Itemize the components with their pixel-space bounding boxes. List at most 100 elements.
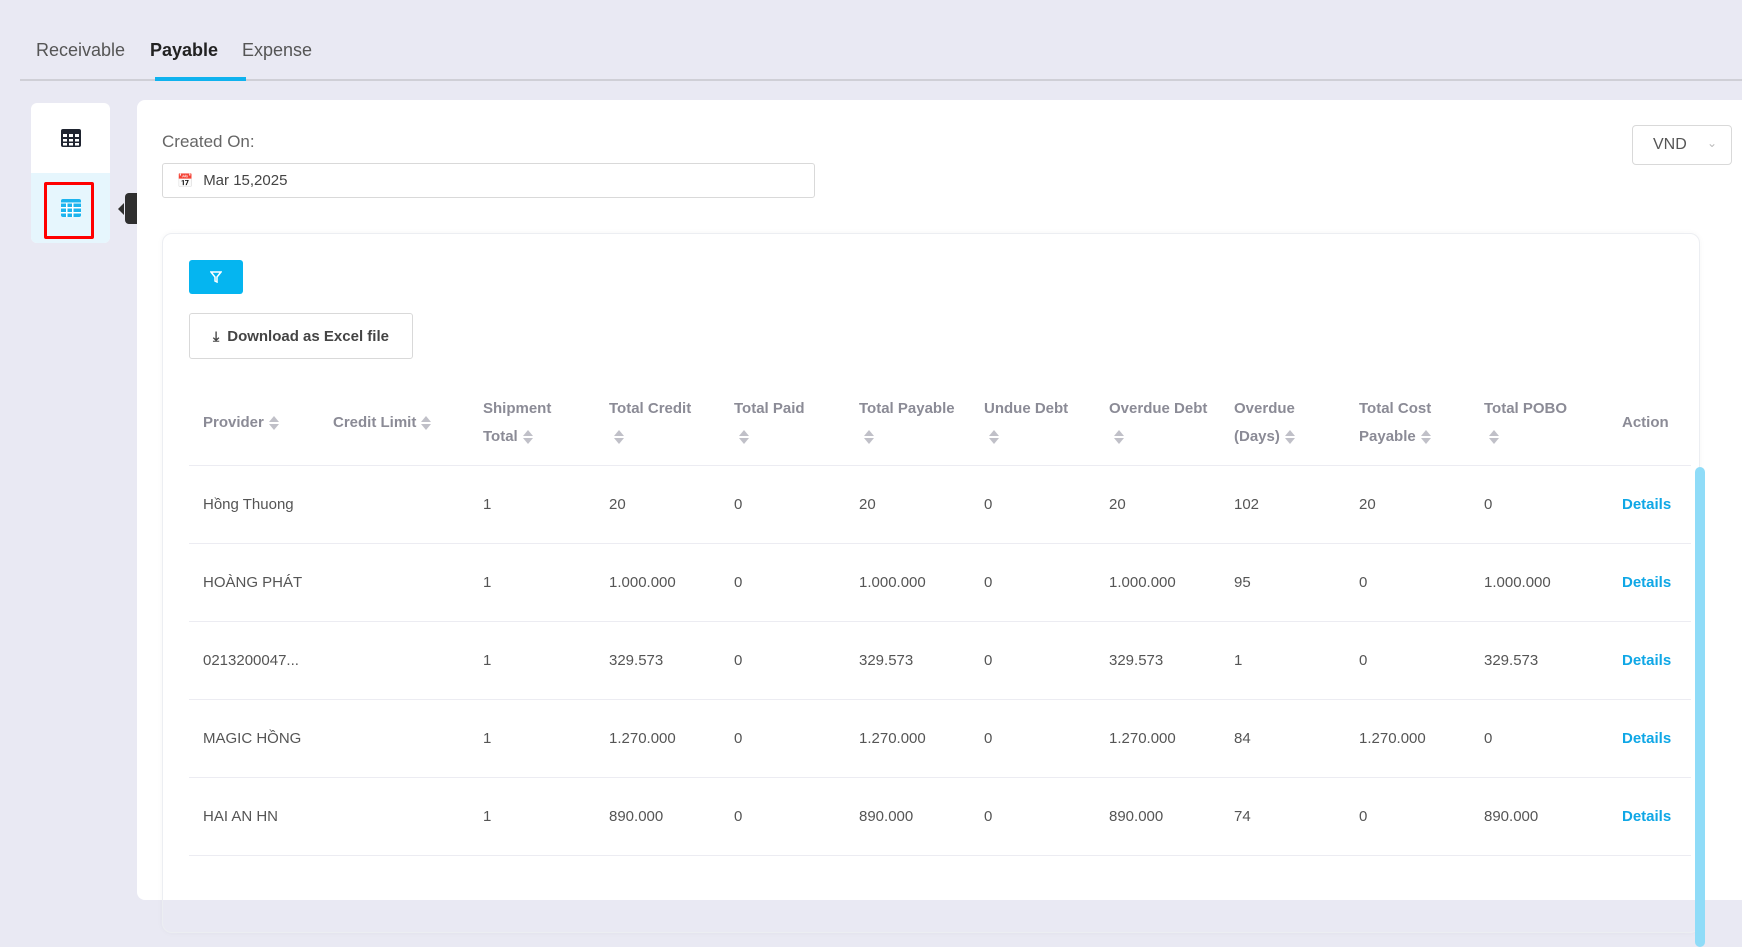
tab-payable[interactable]: Payable [150, 40, 219, 60]
table-cell: 1.000.000 [845, 543, 970, 622]
column-header[interactable]: Shipment Total [469, 381, 595, 466]
tab-receivable[interactable]: Receivable [36, 40, 126, 60]
table-cell: 0 [1470, 465, 1608, 544]
column-header-label: Total POBO [1484, 399, 1568, 417]
column-header[interactable]: Total Cost Payable [1345, 381, 1470, 466]
details-link[interactable]: Details [1608, 543, 1691, 622]
column-header[interactable]: Undue Debt [970, 381, 1095, 466]
table-row: HOÀNG PHÁT 1 1.000.000 0 1.000.000 0 1.000.000… [189, 543, 1691, 622]
tab-expense[interactable]: Expense [242, 40, 313, 60]
column-header-label: Total Paid [734, 399, 805, 417]
column-header[interactable]: Total Payable [845, 381, 970, 466]
table-cell: 0 [720, 699, 845, 778]
sort-icon[interactable] [864, 429, 874, 444]
column-header[interactable]: Total Paid [720, 381, 845, 466]
sort-icon[interactable] [522, 429, 533, 444]
details-link[interactable]: Details [1608, 699, 1691, 778]
table-cell: 890.000 [845, 777, 970, 856]
table-cell: 0213200047... [189, 621, 319, 700]
date-value: Mar 15,2025 [203, 172, 288, 189]
sort-icon[interactable] [614, 429, 624, 444]
sort-icon[interactable] [1489, 429, 1499, 444]
table-cell [319, 465, 469, 544]
calendar-icon: 📅 [177, 172, 194, 188]
table-cell: 1.270.000 [595, 699, 720, 778]
tab-bar: Receivable Payable Expense [20, 0, 1742, 81]
table-row: Hồng Thuong 1 20 0 20 0 20 102 20 0 Details [189, 465, 1691, 544]
table-cell: 0 [720, 465, 845, 544]
table-cell: 1.000.000 [595, 543, 720, 622]
column-header-label: Action [1622, 413, 1669, 431]
column-header[interactable]: Overdue Debt [1095, 381, 1220, 466]
table-scrollbar[interactable] [1695, 467, 1705, 947]
table-cell [319, 543, 469, 622]
sort-icon[interactable] [1284, 429, 1295, 444]
details-link[interactable]: Details [1608, 777, 1691, 856]
table-cell: 0 [970, 777, 1095, 856]
table-cell: 329.573 [1095, 621, 1220, 700]
column-header[interactable]: Credit Limit [319, 381, 469, 466]
table-row: HAI AN HN 1 890.000 0 890.000 0 890.000 74 0 890.… [189, 777, 1691, 856]
table-cell: 1 [469, 699, 595, 778]
table-cell: 1.270.000 [1095, 699, 1220, 778]
sort-icon[interactable] [739, 429, 749, 444]
column-header[interactable]: Overdue (Days) [1220, 381, 1345, 466]
column-header-label: Total Payable [859, 399, 955, 417]
download-excel-button[interactable]: ⤓ Download as Excel file [189, 313, 413, 359]
table-row: MAGIC HỒNG 1 1.270.000 0 1.270.000 0 1.270.000… [189, 699, 1691, 778]
table-cell: 329.573 [1470, 621, 1608, 700]
sort-icon[interactable] [989, 429, 999, 444]
table-cell: 1 [1220, 621, 1345, 700]
created-on-date-picker[interactable]: 📅 Mar 15,2025 [162, 163, 815, 198]
sidebar-item-summary[interactable] [31, 103, 110, 173]
table-cell [319, 621, 469, 700]
column-header: Action [1608, 381, 1691, 466]
table-cell: HAI AN HN [189, 777, 319, 856]
table-cell: 890.000 [1095, 777, 1220, 856]
table-cell: 0 [1345, 777, 1470, 856]
currency-value: VND [1653, 136, 1687, 153]
highlight-box [44, 182, 94, 239]
sort-icon[interactable] [1420, 429, 1431, 444]
column-header[interactable]: Total POBO [1470, 381, 1608, 466]
table-cell: MAGIC HỒNG [189, 699, 319, 778]
table-cell [319, 699, 469, 778]
table-cell: 0 [970, 621, 1095, 700]
table-detail-icon [60, 199, 81, 217]
table-cell: 890.000 [1470, 777, 1608, 856]
table-cell: 0 [1470, 699, 1608, 778]
column-header-label: Total Credit [609, 399, 692, 417]
column-header-label: Undue Debt [984, 399, 1069, 417]
payable-table: Provider Credit Limit Shipment Total Total … [189, 381, 1691, 856]
filter-button[interactable] [189, 260, 243, 294]
table-cell: 329.573 [595, 621, 720, 700]
sort-icon[interactable] [268, 415, 279, 430]
filter-icon [210, 271, 222, 283]
column-header-label: Overdue (Days) [1234, 399, 1295, 445]
table-cell: 1.270.000 [1345, 699, 1470, 778]
currency-select[interactable]: VND ⌄ [1632, 125, 1732, 165]
table-icon [60, 129, 81, 147]
table-cell: 0 [720, 621, 845, 700]
table-card: ⤓ Download as Excel file Provider Credit … [162, 233, 1705, 947]
sort-icon[interactable] [421, 415, 432, 430]
table-cell: 1.270.000 [845, 699, 970, 778]
column-header-label: Provider [203, 413, 264, 431]
table-cell: 0 [970, 543, 1095, 622]
column-header-label: Total Cost Payable [1359, 399, 1432, 445]
details-link[interactable]: Details [1608, 621, 1691, 700]
table-cell: 0 [970, 699, 1095, 778]
table-cell: 1.000.000 [1095, 543, 1220, 622]
details-link[interactable]: Details [1608, 465, 1691, 544]
table-cell: Hồng Thuong [189, 465, 319, 544]
table-cell: 84 [1220, 699, 1345, 778]
table-cell [319, 777, 469, 856]
sort-icon[interactable] [1114, 429, 1124, 444]
table-row: 0213200047... 1 329.573 0 329.573 0 329.573 1 0 3… [189, 621, 1691, 700]
column-header[interactable]: Total Credit [595, 381, 720, 466]
column-header-label: Credit Limit [333, 413, 417, 431]
column-header[interactable]: Provider [189, 381, 319, 466]
column-header-label: Shipment Total [483, 399, 552, 445]
table-cell: 95 [1220, 543, 1345, 622]
table-cell: 1 [469, 543, 595, 622]
